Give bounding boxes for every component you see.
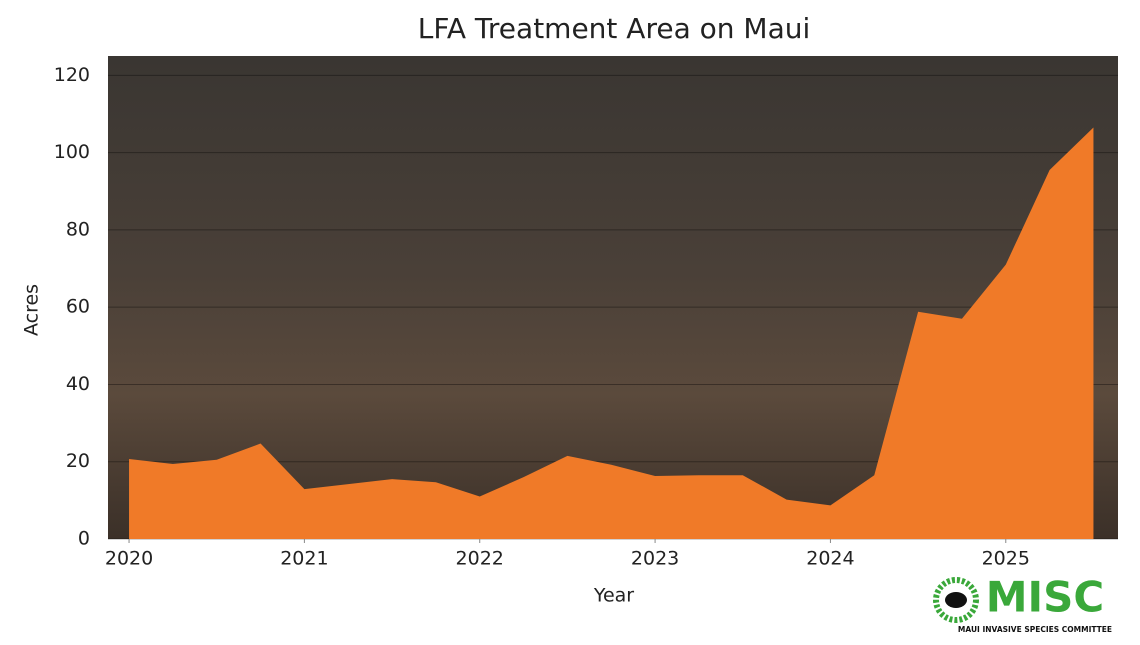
x-tick-label: 2025 — [982, 548, 1030, 570]
y-tick-label: 100 — [54, 141, 90, 163]
y-tick-label: 20 — [66, 450, 90, 472]
y-tick-label: 120 — [54, 64, 90, 86]
chart-title: LFA Treatment Area on Maui — [418, 12, 811, 45]
x-tick-label: 2021 — [280, 548, 328, 570]
logo: MISC MAUI INVASIVE SPECIES COMMITTEE — [933, 573, 1112, 634]
y-tick-label: 80 — [66, 218, 90, 240]
x-axis-label: Year — [593, 585, 634, 607]
x-tick-label: 2020 — [105, 548, 153, 570]
x-tick-label: 2022 — [456, 548, 504, 570]
logo-subtitle: MAUI INVASIVE SPECIES COMMITTEE — [958, 625, 1112, 634]
x-tick-label: 2023 — [631, 548, 679, 570]
logo-island — [945, 592, 967, 608]
y-tick-label: 0 — [78, 528, 90, 550]
logo-title: MISC — [986, 573, 1105, 622]
y-tick-label: 60 — [66, 296, 90, 318]
y-axis-label: Acres — [21, 284, 43, 336]
area — [129, 127, 1094, 539]
x-tick-label: 2024 — [806, 548, 854, 570]
logo-ring — [933, 577, 979, 623]
y-tick-label: 40 — [66, 373, 90, 395]
